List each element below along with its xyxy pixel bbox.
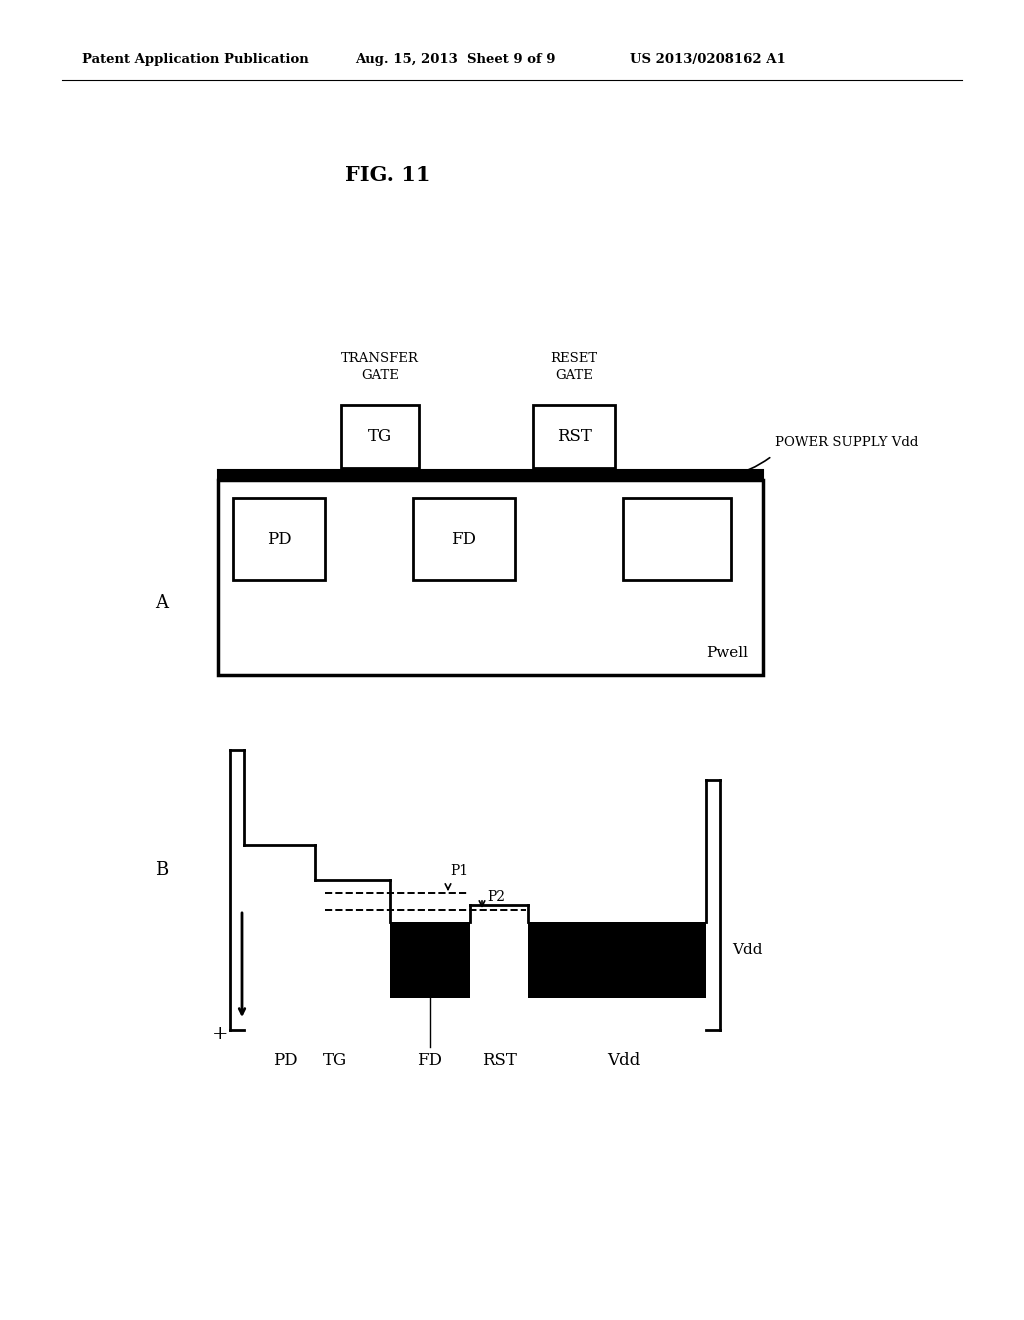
Text: POWER SUPPLY Vdd: POWER SUPPLY Vdd [775, 436, 919, 449]
Bar [218, 470, 763, 480]
Text: +: + [212, 1026, 228, 1043]
Text: Pwell: Pwell [706, 645, 748, 660]
Text: US 2013/0208162 A1: US 2013/0208162 A1 [630, 54, 785, 66]
Text: B: B [156, 861, 169, 879]
Bar [341, 405, 419, 469]
Text: FIG. 11: FIG. 11 [345, 165, 431, 185]
Bar [390, 921, 470, 998]
Text: PD: PD [272, 1052, 297, 1069]
Bar [218, 480, 763, 675]
Text: TG: TG [323, 1052, 347, 1069]
Text: PD: PD [266, 531, 291, 548]
Text: P2: P2 [487, 890, 505, 904]
Text: RST: RST [481, 1052, 516, 1069]
Bar [528, 921, 706, 998]
Bar [534, 405, 615, 469]
Text: Vdd: Vdd [607, 1052, 641, 1069]
Text: A: A [156, 594, 169, 611]
Text: TG: TG [368, 428, 392, 445]
Bar [233, 498, 325, 579]
Text: FD: FD [452, 531, 476, 548]
Text: Patent Application Publication: Patent Application Publication [82, 54, 309, 66]
Text: FD: FD [418, 1052, 442, 1069]
Text: RST: RST [557, 428, 592, 445]
Text: P1: P1 [450, 865, 468, 878]
Text: RESET
GATE: RESET GATE [551, 352, 598, 381]
Bar [623, 498, 731, 579]
Bar [413, 498, 515, 579]
Text: Vdd: Vdd [732, 942, 763, 957]
Text: TRANSFER
GATE: TRANSFER GATE [341, 352, 419, 381]
Text: Aug. 15, 2013  Sheet 9 of 9: Aug. 15, 2013 Sheet 9 of 9 [355, 54, 555, 66]
